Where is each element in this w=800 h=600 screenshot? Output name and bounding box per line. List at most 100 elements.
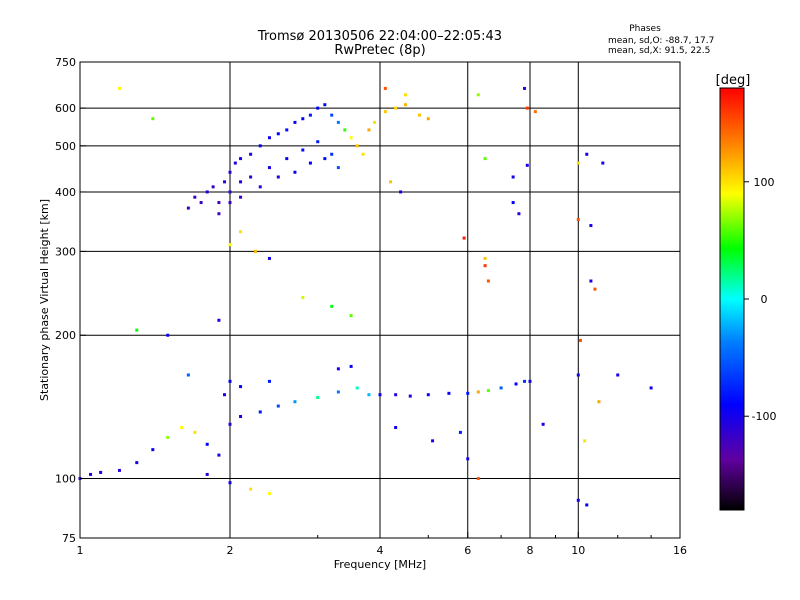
colorbar-tick-label: 0 — [761, 293, 768, 306]
data-point — [228, 243, 232, 247]
data-point — [330, 152, 334, 156]
data-points — [78, 86, 653, 507]
data-point — [511, 175, 515, 179]
data-point — [417, 113, 421, 117]
data-point — [466, 457, 470, 461]
data-point — [239, 180, 243, 184]
data-point — [336, 390, 340, 394]
data-point — [89, 472, 93, 476]
data-point — [476, 390, 480, 394]
data-point — [349, 314, 353, 318]
data-point — [193, 430, 197, 434]
data-point — [476, 477, 480, 481]
data-point — [583, 439, 587, 443]
colorbar-ticks: 100 0 -100 — [744, 176, 776, 423]
data-point — [394, 393, 398, 397]
data-point — [367, 128, 371, 132]
chart-subtitle: RwPretec (8p) — [334, 43, 425, 58]
data-point — [589, 224, 593, 228]
y-tick-label: 600 — [55, 102, 76, 115]
data-point — [383, 86, 387, 90]
data-point — [217, 201, 221, 205]
data-point — [267, 136, 271, 140]
data-point — [330, 113, 334, 117]
data-point — [258, 410, 262, 414]
data-point — [589, 279, 593, 283]
data-point — [186, 206, 190, 210]
data-point — [486, 389, 490, 393]
data-point — [205, 442, 209, 446]
data-point — [228, 422, 232, 426]
y-tick-label: 300 — [55, 245, 76, 258]
data-point — [447, 391, 451, 395]
data-point — [355, 144, 359, 148]
legend-line-x: mean, sd,X: 91.5, 22.5 — [608, 46, 710, 56]
data-point — [249, 175, 253, 179]
y-tick-label: 500 — [55, 140, 76, 153]
data-point — [301, 296, 305, 300]
data-point — [601, 161, 605, 165]
data-point — [426, 393, 430, 397]
data-point — [403, 103, 407, 107]
data-point — [585, 503, 589, 507]
data-point — [239, 230, 243, 234]
data-point — [576, 373, 580, 377]
data-point — [525, 163, 529, 167]
data-point — [578, 338, 582, 342]
y-tick-label: 200 — [55, 329, 76, 342]
data-point — [217, 318, 221, 322]
data-point — [239, 157, 243, 161]
data-point — [217, 453, 221, 457]
data-point — [343, 128, 347, 132]
data-point — [205, 190, 209, 194]
data-point — [576, 161, 580, 165]
data-point — [533, 110, 537, 114]
data-point — [483, 264, 487, 268]
data-point — [301, 148, 305, 152]
data-point — [361, 152, 365, 156]
data-point — [186, 373, 190, 377]
axes: 1 2 4 6 8 10 16 75 100 200 300 400 500 600 750 — [55, 56, 687, 557]
data-point — [193, 195, 197, 199]
data-point — [394, 106, 398, 110]
x-tick-label: 10 — [571, 544, 585, 557]
y-tick-label: 100 — [55, 473, 76, 486]
data-point — [267, 379, 271, 383]
y-tick-label: 400 — [55, 186, 76, 199]
data-point — [330, 304, 334, 308]
data-point — [151, 117, 155, 121]
data-point — [336, 367, 340, 371]
x-tick-label: 16 — [673, 544, 687, 557]
data-point — [486, 279, 490, 283]
data-point — [483, 256, 487, 260]
data-point — [349, 364, 353, 368]
data-point — [276, 132, 280, 136]
data-point — [308, 161, 312, 165]
data-point — [117, 468, 121, 472]
data-point — [597, 400, 601, 404]
data-point — [476, 93, 480, 97]
data-point — [383, 110, 387, 114]
data-point — [151, 448, 155, 452]
x-tick-label: 1 — [77, 544, 84, 557]
data-point — [285, 157, 289, 161]
data-point — [293, 400, 297, 404]
data-point — [466, 391, 470, 395]
data-point — [205, 472, 209, 476]
data-point — [511, 201, 515, 205]
data-point — [323, 103, 327, 107]
data-point — [199, 201, 203, 205]
x-tick-label: 6 — [464, 544, 471, 557]
data-point — [267, 492, 271, 496]
colorbar-tick-label: -100 — [752, 410, 777, 423]
data-point — [523, 379, 527, 383]
data-point — [253, 249, 257, 253]
data-point — [135, 461, 139, 465]
data-point — [426, 117, 430, 121]
data-point — [541, 422, 545, 426]
data-point — [585, 152, 589, 156]
data-point — [166, 333, 170, 337]
data-point — [239, 414, 243, 418]
data-point — [458, 430, 462, 434]
data-point — [367, 393, 371, 397]
